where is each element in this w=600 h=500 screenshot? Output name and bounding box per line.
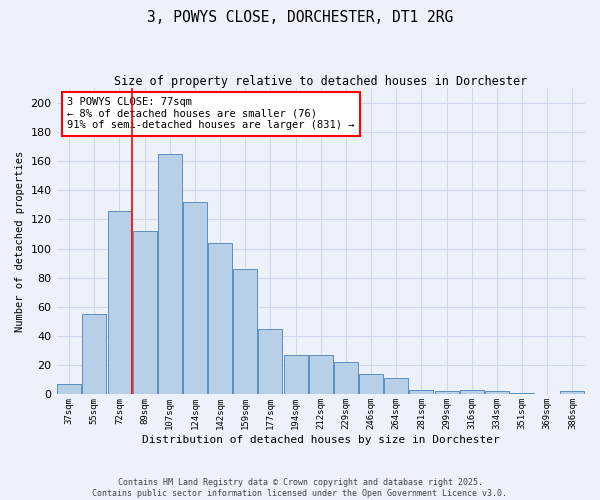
- Bar: [510, 393, 534, 394]
- Bar: [309, 355, 333, 395]
- Bar: [560, 392, 584, 394]
- Bar: [409, 390, 433, 394]
- Bar: [107, 210, 131, 394]
- X-axis label: Distribution of detached houses by size in Dorchester: Distribution of detached houses by size …: [142, 435, 500, 445]
- Bar: [460, 390, 484, 394]
- Y-axis label: Number of detached properties: Number of detached properties: [15, 150, 25, 332]
- Bar: [334, 362, 358, 394]
- Bar: [434, 392, 458, 394]
- Bar: [183, 202, 207, 394]
- Bar: [208, 242, 232, 394]
- Text: Contains HM Land Registry data © Crown copyright and database right 2025.
Contai: Contains HM Land Registry data © Crown c…: [92, 478, 508, 498]
- Bar: [284, 355, 308, 395]
- Bar: [359, 374, 383, 394]
- Title: Size of property relative to detached houses in Dorchester: Size of property relative to detached ho…: [114, 75, 527, 88]
- Bar: [385, 378, 408, 394]
- Bar: [233, 269, 257, 394]
- Bar: [57, 384, 81, 394]
- Text: 3, POWYS CLOSE, DORCHESTER, DT1 2RG: 3, POWYS CLOSE, DORCHESTER, DT1 2RG: [147, 10, 453, 25]
- Bar: [158, 154, 182, 394]
- Bar: [485, 392, 509, 394]
- Bar: [259, 329, 283, 394]
- Bar: [82, 314, 106, 394]
- Text: 3 POWYS CLOSE: 77sqm
← 8% of detached houses are smaller (76)
91% of semi-detach: 3 POWYS CLOSE: 77sqm ← 8% of detached ho…: [67, 97, 355, 130]
- Bar: [133, 231, 157, 394]
